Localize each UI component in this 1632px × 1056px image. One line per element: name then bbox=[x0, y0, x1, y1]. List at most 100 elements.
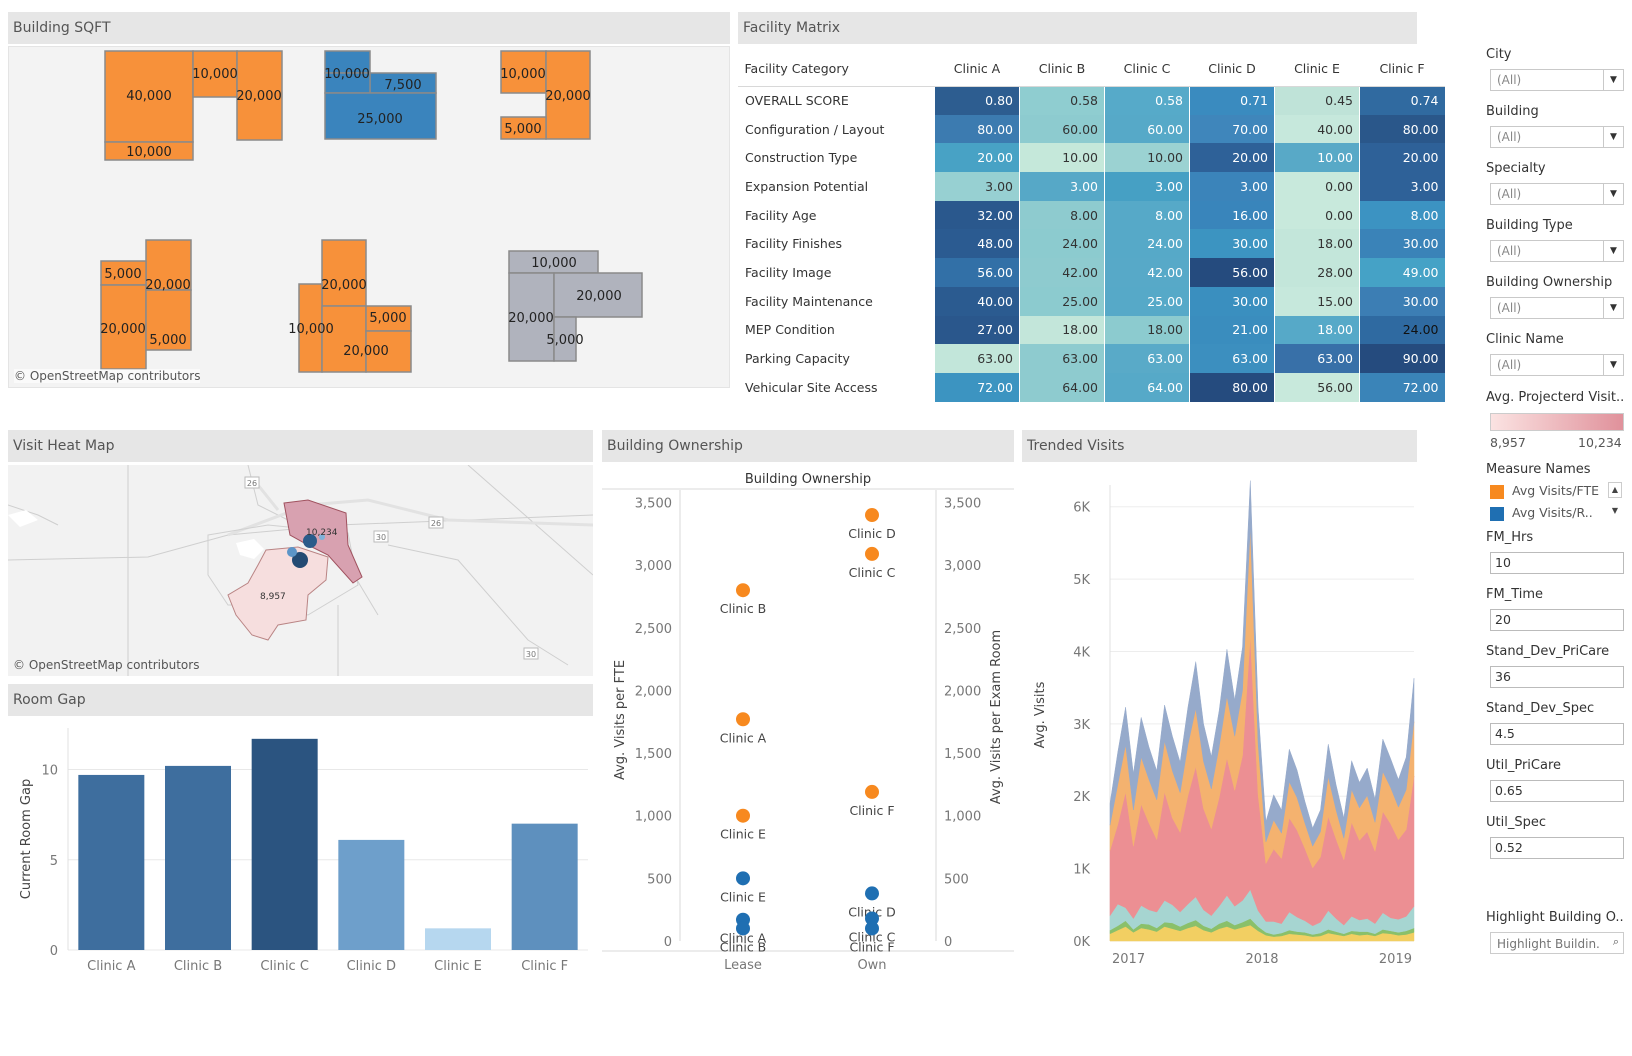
matrix-value-cell[interactable]: 32.00 bbox=[934, 200, 1020, 230]
matrix-value-cell[interactable]: 63.00 bbox=[1019, 344, 1105, 373]
scatter-point[interactable] bbox=[736, 583, 750, 598]
matrix-row[interactable]: MEP Condition 27.00 18.00 18.00 21.00 18.00 24… bbox=[738, 315, 1445, 345]
matrix-row[interactable]: Facility Maintenance 40.00 25.00 25.00 30.00… bbox=[738, 286, 1445, 316]
matrix-row[interactable]: Facility Age 32.00 8.00 8.00 16.00 0.00 8.00 bbox=[738, 200, 1445, 230]
chevron-down-icon[interactable]: ▼ bbox=[1603, 298, 1623, 318]
matrix-value-cell[interactable]: 10.00 bbox=[1019, 143, 1105, 173]
filter-dropdown[interactable]: (All) ▼ bbox=[1490, 297, 1624, 319]
scatter-point[interactable] bbox=[736, 808, 750, 823]
matrix-value-cell[interactable]: 0.00 bbox=[1274, 200, 1360, 230]
matrix-value-cell[interactable]: 8.00 bbox=[1019, 200, 1105, 230]
matrix-value-cell[interactable]: 42.00 bbox=[1104, 258, 1190, 287]
matrix-row[interactable]: Facility Image 56.00 42.00 42.00 56.00 28.00 4… bbox=[738, 258, 1445, 287]
chevron-down-icon[interactable]: ▼ bbox=[1603, 184, 1623, 204]
matrix-row[interactable]: OVERALL SCORE 0.80 0.58 0.58 0.71 0.45 0.74 bbox=[738, 86, 1445, 115]
scatter-point[interactable] bbox=[736, 712, 750, 727]
matrix-value-cell[interactable]: 8.00 bbox=[1359, 200, 1445, 230]
matrix-value-cell[interactable]: 40.00 bbox=[1274, 114, 1360, 144]
matrix-value-cell[interactable]: 20.00 bbox=[1189, 143, 1275, 173]
matrix-value-cell[interactable]: 60.00 bbox=[1019, 114, 1105, 144]
scatter-point[interactable] bbox=[865, 784, 879, 799]
matrix-value-cell[interactable]: 30.00 bbox=[1359, 286, 1445, 316]
filter-dropdown[interactable]: (All) ▼ bbox=[1490, 69, 1624, 91]
matrix-value-cell[interactable]: 90.00 bbox=[1359, 344, 1445, 373]
room-gap-bar[interactable] bbox=[425, 928, 491, 950]
clinic-marker[interactable] bbox=[319, 534, 325, 540]
matrix-value-cell[interactable]: 0.80 bbox=[934, 86, 1020, 115]
matrix-value-cell[interactable]: 25.00 bbox=[1019, 286, 1105, 316]
scatter-point[interactable] bbox=[865, 508, 879, 523]
legend-scroll-down-button[interactable]: ▼ bbox=[1611, 506, 1619, 515]
room-gap-bar[interactable] bbox=[251, 738, 318, 950]
trended-visits-chart[interactable]: 0K 1K 2K 3K 4K 5K 6K Avg. Visits 2017 2018 2019 bbox=[1022, 465, 1417, 1005]
matrix-value-cell[interactable]: 25.00 bbox=[1104, 286, 1190, 316]
matrix-value-cell[interactable]: 24.00 bbox=[1019, 229, 1105, 259]
matrix-value-cell[interactable]: 40.00 bbox=[934, 286, 1020, 316]
matrix-value-cell[interactable]: 18.00 bbox=[1274, 315, 1360, 345]
matrix-row[interactable]: Parking Capacity 63.00 63.00 63.00 63.00 63.0… bbox=[738, 344, 1445, 373]
matrix-value-cell[interactable]: 0.74 bbox=[1359, 86, 1445, 115]
chevron-down-icon[interactable]: ▼ bbox=[1603, 355, 1623, 375]
building-2-floorplan[interactable] bbox=[324, 50, 437, 140]
area-series-blue[interactable] bbox=[1109, 480, 1415, 847]
building-5-floorplan[interactable] bbox=[298, 239, 412, 373]
matrix-value-cell[interactable]: 72.00 bbox=[934, 372, 1020, 402]
building-1-floorplan[interactable] bbox=[104, 50, 283, 161]
matrix-value-cell[interactable]: 24.00 bbox=[1104, 229, 1190, 259]
parameter-input[interactable]: 20 bbox=[1490, 609, 1624, 631]
matrix-value-cell[interactable]: 0.58 bbox=[1104, 86, 1190, 115]
building-sqft-map[interactable]: 40,000 10,000 20,000 10,000 10,000 7,500… bbox=[8, 46, 730, 388]
building-4-floorplan[interactable] bbox=[100, 239, 192, 370]
chevron-down-icon[interactable]: ▼ bbox=[1603, 127, 1623, 147]
matrix-value-cell[interactable]: 30.00 bbox=[1189, 229, 1275, 259]
room-gap-bar[interactable] bbox=[511, 823, 578, 950]
matrix-value-cell[interactable]: 28.00 bbox=[1274, 258, 1360, 287]
scatter-point[interactable] bbox=[865, 921, 879, 936]
matrix-value-cell[interactable]: 63.00 bbox=[1104, 344, 1190, 373]
heat-region-high[interactable] bbox=[283, 499, 363, 584]
matrix-row[interactable]: Vehicular Site Access 72.00 64.00 64.00 80.0… bbox=[738, 372, 1445, 402]
matrix-value-cell[interactable]: 64.00 bbox=[1104, 372, 1190, 402]
parameter-input[interactable]: 10 bbox=[1490, 552, 1624, 574]
building-6-floorplan[interactable] bbox=[508, 250, 643, 362]
matrix-row[interactable]: Expansion Potential 3.00 3.00 3.00 3.00 0.00 3… bbox=[738, 172, 1445, 201]
matrix-value-cell[interactable]: 80.00 bbox=[934, 114, 1020, 144]
matrix-value-cell[interactable]: 3.00 bbox=[1019, 172, 1105, 201]
matrix-value-cell[interactable]: 56.00 bbox=[1274, 372, 1360, 402]
matrix-value-cell[interactable]: 80.00 bbox=[1359, 114, 1445, 144]
matrix-value-cell[interactable]: 56.00 bbox=[934, 258, 1020, 287]
matrix-value-cell[interactable]: 16.00 bbox=[1189, 200, 1275, 230]
matrix-value-cell[interactable]: 0.00 bbox=[1274, 172, 1360, 201]
matrix-value-cell[interactable]: 30.00 bbox=[1359, 229, 1445, 259]
parameter-input[interactable]: 36 bbox=[1490, 666, 1624, 688]
matrix-value-cell[interactable]: 3.00 bbox=[934, 172, 1020, 201]
matrix-value-cell[interactable]: 72.00 bbox=[1359, 372, 1445, 402]
matrix-value-cell[interactable]: 60.00 bbox=[1104, 114, 1190, 144]
matrix-row[interactable]: Configuration / Layout 80.00 60.00 60.00 70.… bbox=[738, 114, 1445, 144]
matrix-value-cell[interactable]: 0.71 bbox=[1189, 86, 1275, 115]
matrix-value-cell[interactable]: 18.00 bbox=[1274, 229, 1360, 259]
highlight-search-input[interactable] bbox=[1491, 934, 1601, 954]
filter-dropdown[interactable]: (All) ▼ bbox=[1490, 126, 1624, 148]
matrix-value-cell[interactable]: 8.00 bbox=[1104, 200, 1190, 230]
matrix-row[interactable]: Facility Finishes 48.00 24.00 24.00 30.00 18.… bbox=[738, 229, 1445, 259]
clinic-marker[interactable] bbox=[303, 534, 317, 548]
heat-region-low[interactable] bbox=[227, 546, 329, 641]
matrix-value-cell[interactable]: 3.00 bbox=[1359, 172, 1445, 201]
room-gap-bar[interactable] bbox=[338, 839, 405, 950]
filter-dropdown[interactable]: (All) ▼ bbox=[1490, 183, 1624, 205]
matrix-value-cell[interactable]: 49.00 bbox=[1359, 258, 1445, 287]
matrix-value-cell[interactable]: 24.00 bbox=[1359, 315, 1445, 345]
building-ownership-chart[interactable]: Building Ownership 0 0 500 500 1,000 1,000 1,50… bbox=[602, 465, 1014, 1005]
scatter-point[interactable] bbox=[865, 911, 879, 926]
building-3-floorplan[interactable] bbox=[500, 50, 591, 140]
matrix-value-cell[interactable]: 48.00 bbox=[934, 229, 1020, 259]
matrix-value-cell[interactable]: 63.00 bbox=[1189, 344, 1275, 373]
clinic-marker[interactable] bbox=[287, 547, 297, 557]
filter-dropdown[interactable]: (All) ▼ bbox=[1490, 240, 1624, 262]
matrix-value-cell[interactable]: 27.00 bbox=[934, 315, 1020, 345]
matrix-value-cell[interactable]: 63.00 bbox=[934, 344, 1020, 373]
matrix-value-cell[interactable]: 63.00 bbox=[1274, 344, 1360, 373]
chevron-down-icon[interactable]: ▼ bbox=[1603, 70, 1623, 90]
highlight-search-field[interactable]: ⌕ bbox=[1490, 932, 1624, 954]
